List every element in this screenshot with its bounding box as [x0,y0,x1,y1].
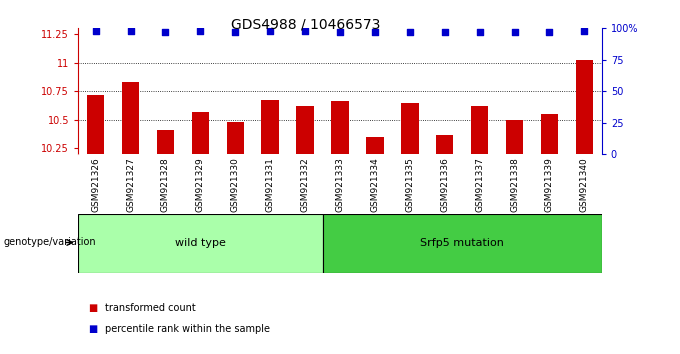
Bar [401,103,418,154]
Bar [541,114,558,154]
Bar [261,100,279,154]
Text: ■: ■ [88,324,98,334]
Bar [87,95,105,154]
Point [369,29,380,35]
Text: GSM921331: GSM921331 [266,157,275,212]
Point [335,29,345,35]
Text: GSM921328: GSM921328 [161,157,170,212]
Bar [436,135,454,154]
Text: genotype/variation: genotype/variation [3,238,96,247]
Point [474,29,485,35]
Bar [331,102,349,154]
Point [544,29,555,35]
Point [265,28,275,34]
Point [195,28,206,34]
Text: GSM921334: GSM921334 [371,157,379,212]
Bar [122,82,139,154]
Bar [471,106,488,154]
Text: GSM921329: GSM921329 [196,157,205,212]
Text: GSM921336: GSM921336 [440,157,449,212]
Bar [575,60,593,154]
Bar [226,122,244,154]
Text: GSM921326: GSM921326 [91,157,100,212]
Bar [366,137,384,154]
Point [509,29,520,35]
Text: transformed count: transformed count [105,303,196,313]
Text: ■: ■ [88,303,98,313]
Text: GSM921333: GSM921333 [335,157,345,212]
Point [125,28,136,34]
Text: GSM921337: GSM921337 [475,157,484,212]
Text: GSM921339: GSM921339 [545,157,554,212]
Point [230,29,241,35]
Point [439,29,450,35]
Point [300,28,311,34]
Text: GSM921332: GSM921332 [301,157,309,212]
FancyBboxPatch shape [322,214,602,273]
Point [90,28,101,34]
Text: GSM921335: GSM921335 [405,157,414,212]
Bar [506,120,524,154]
Bar [156,130,174,154]
Text: Srfp5 mutation: Srfp5 mutation [420,238,504,249]
Text: GSM921330: GSM921330 [231,157,240,212]
Text: GDS4988 / 10466573: GDS4988 / 10466573 [231,18,381,32]
Bar [296,106,313,154]
Text: GSM921338: GSM921338 [510,157,519,212]
Text: GSM921327: GSM921327 [126,157,135,212]
FancyBboxPatch shape [78,214,322,273]
Text: percentile rank within the sample: percentile rank within the sample [105,324,271,334]
Text: GSM921340: GSM921340 [580,157,589,212]
Bar [192,112,209,154]
Point [160,29,171,35]
Point [405,29,415,35]
Text: wild type: wild type [175,238,226,249]
Point [579,28,590,34]
